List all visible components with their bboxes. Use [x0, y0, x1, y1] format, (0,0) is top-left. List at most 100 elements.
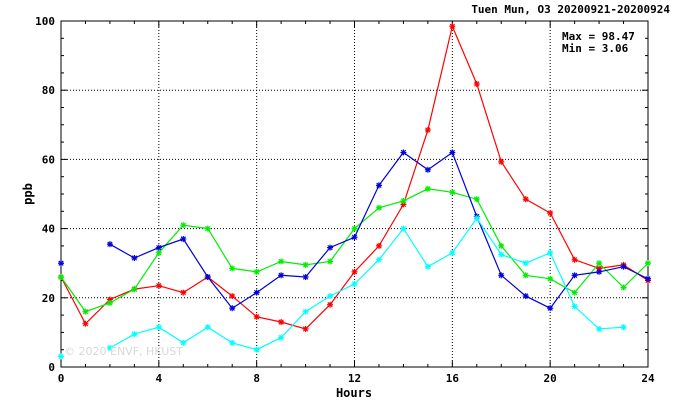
marker-stroke — [253, 269, 260, 275]
data-point — [498, 272, 505, 279]
marker-stroke — [156, 244, 162, 251]
marker-stroke — [180, 340, 186, 346]
marker-stroke — [449, 189, 456, 195]
data-point — [400, 197, 407, 204]
data-point — [571, 303, 578, 310]
marker-stroke — [498, 272, 504, 278]
data-point — [547, 305, 554, 312]
marker-stroke — [376, 243, 382, 249]
x-tick-label: 24 — [641, 372, 655, 385]
marker-stroke — [327, 293, 333, 299]
data-point — [302, 325, 309, 332]
series-line-4 — [109, 217, 624, 351]
data-point — [155, 249, 162, 256]
data-point — [253, 289, 260, 296]
data-point — [424, 166, 431, 173]
data-point — [278, 319, 285, 326]
grid-lines — [61, 21, 648, 367]
marker-stroke — [278, 319, 284, 325]
marker-stroke — [302, 326, 309, 332]
y-tick-label: 20 — [42, 292, 55, 305]
data-point — [58, 260, 64, 267]
data-point — [302, 274, 309, 281]
marker-stroke — [205, 225, 211, 232]
x-tick-label: 16 — [446, 372, 460, 385]
data-point — [229, 293, 236, 300]
y-tick-label: 80 — [42, 84, 55, 97]
marker-stroke — [205, 324, 211, 330]
series-group — [58, 23, 651, 360]
data-point — [278, 334, 285, 341]
y-tick-label: 40 — [42, 223, 55, 236]
data-point — [375, 182, 382, 189]
data-point — [473, 80, 480, 87]
data-point — [522, 293, 529, 300]
data-point — [106, 241, 113, 248]
data-point — [351, 280, 358, 287]
marker-stroke — [474, 196, 480, 202]
data-point — [229, 339, 236, 346]
data-point — [351, 234, 358, 241]
data-point — [58, 274, 64, 281]
data-point — [106, 299, 113, 306]
marker-stroke — [156, 324, 162, 330]
marker-stroke — [400, 149, 407, 156]
min-stat: Min = 3.06 — [562, 42, 629, 55]
marker-stroke — [180, 236, 186, 242]
data-point — [180, 235, 187, 242]
data-point — [131, 255, 138, 262]
marker-stroke — [376, 182, 382, 189]
marker-stroke — [58, 353, 64, 360]
marker-stroke — [571, 303, 578, 310]
marker-stroke — [620, 284, 627, 291]
data-point — [596, 260, 603, 267]
data-point — [253, 313, 260, 320]
marker-stroke — [278, 272, 284, 278]
data-point — [351, 268, 358, 275]
marker-stroke — [498, 243, 504, 249]
data-point — [400, 149, 407, 156]
marker-stroke — [449, 149, 456, 156]
data-point — [82, 320, 89, 327]
data-point — [498, 251, 505, 258]
marker-stroke — [229, 305, 235, 311]
y-tick-label: 100 — [35, 15, 55, 28]
data-point — [58, 353, 64, 360]
data-point — [155, 282, 162, 289]
x-tick-label: 8 — [253, 372, 260, 385]
data-point — [400, 225, 407, 232]
data-point — [449, 189, 456, 196]
marker-stroke — [449, 250, 456, 256]
marker-stroke — [58, 274, 64, 280]
marker-stroke — [425, 127, 431, 133]
marker-stroke — [376, 205, 382, 211]
data-point — [82, 308, 89, 315]
data-point — [155, 244, 162, 251]
marker-stroke — [376, 257, 382, 263]
marker-stroke — [351, 281, 358, 287]
data-point — [204, 274, 211, 281]
data-point — [645, 275, 651, 282]
marker-stroke — [229, 340, 235, 346]
marker-stroke — [596, 269, 602, 275]
marker-stroke — [327, 258, 333, 265]
data-point — [375, 204, 382, 211]
data-point — [229, 265, 236, 272]
marker-stroke — [547, 210, 553, 216]
data-point — [302, 261, 309, 268]
x-axis-label: Hours — [336, 386, 372, 400]
data-point — [278, 272, 285, 279]
data-point — [131, 286, 138, 293]
data-point — [620, 263, 627, 270]
marker-stroke — [523, 272, 529, 278]
marker-stroke — [131, 286, 138, 292]
chart-title: Tuen Mun, O3 20200921-20200924 — [471, 3, 670, 16]
marker-stroke — [620, 263, 627, 270]
marker-stroke — [278, 258, 284, 265]
data-point — [180, 222, 187, 229]
watermark: © 2020 ENVF, HKUST — [64, 345, 183, 358]
marker-stroke — [498, 251, 504, 258]
data-point — [204, 324, 211, 331]
data-point — [106, 344, 113, 351]
marker-stroke — [229, 265, 235, 272]
